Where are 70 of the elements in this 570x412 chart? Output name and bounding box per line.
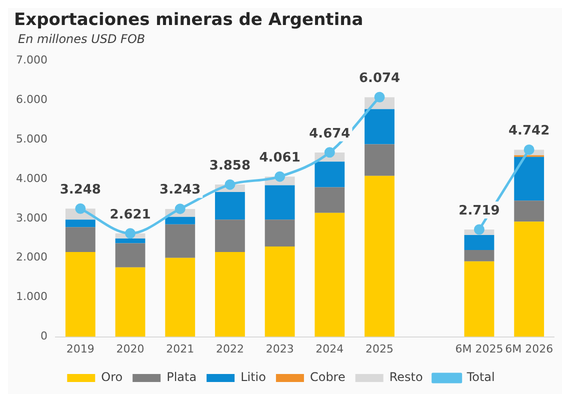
bar bbox=[364, 144, 394, 176]
point bbox=[224, 179, 236, 190]
bar bbox=[264, 220, 295, 246]
data-label: 3.243 bbox=[160, 182, 201, 198]
bar bbox=[264, 185, 295, 220]
bar bbox=[364, 109, 394, 144]
data-label: 4.742 bbox=[508, 124, 550, 139]
bar bbox=[514, 156, 544, 201]
x-tick-label: 2023 bbox=[266, 342, 294, 356]
bar bbox=[364, 176, 394, 337]
y-tick-label: 6.000 bbox=[16, 92, 48, 106]
bar bbox=[165, 258, 196, 337]
x-tick-label: 2021 bbox=[166, 342, 194, 356]
bar bbox=[65, 220, 96, 228]
bar bbox=[115, 238, 146, 244]
data-label: 3.858 bbox=[209, 158, 251, 174]
bar bbox=[215, 192, 245, 220]
data-label: 2.621 bbox=[110, 207, 151, 222]
y-tick-label: 2.000 bbox=[16, 250, 48, 264]
data-label: 6.074 bbox=[358, 71, 400, 86]
bar bbox=[464, 235, 494, 250]
x-tick-label: 2019 bbox=[66, 342, 94, 356]
legend-label: Resto bbox=[389, 370, 423, 384]
y-tick-label: 5.000 bbox=[16, 132, 48, 146]
chart-subtitle: En millones USD FOB bbox=[17, 31, 146, 46]
bar bbox=[464, 250, 494, 262]
point bbox=[75, 203, 86, 214]
x-tick-label: 2022 bbox=[216, 342, 244, 356]
bar bbox=[65, 227, 96, 252]
y-tick-label: 3.000 bbox=[16, 211, 48, 224]
bar bbox=[514, 222, 544, 337]
point bbox=[474, 224, 484, 235]
bar bbox=[314, 187, 345, 213]
point bbox=[274, 171, 286, 182]
legend-label: Litio bbox=[240, 370, 266, 384]
bar bbox=[115, 243, 146, 268]
data-label: 4.061 bbox=[259, 150, 300, 166]
bar bbox=[264, 246, 295, 337]
bar bbox=[464, 261, 494, 337]
y-tick-label: 4.000 bbox=[16, 172, 48, 185]
point bbox=[125, 228, 136, 239]
bar bbox=[514, 200, 544, 222]
x-tick-label: 6M 2026 bbox=[505, 342, 554, 356]
y-tick-label: 7.000 bbox=[16, 53, 48, 66]
bar bbox=[314, 162, 345, 188]
x-tick-label: 2025 bbox=[366, 342, 394, 356]
bar bbox=[165, 216, 196, 224]
data-label: 4.674 bbox=[309, 126, 350, 142]
data-label: 3.248 bbox=[60, 182, 101, 198]
x-tick-label: 2020 bbox=[116, 342, 144, 356]
y-tick-label: 0 bbox=[40, 330, 48, 343]
bar bbox=[314, 212, 345, 337]
bar bbox=[115, 267, 146, 337]
legend-label: Total bbox=[466, 370, 495, 384]
x-tick-label: 2024 bbox=[316, 342, 344, 356]
legend-label: Plata bbox=[166, 370, 197, 384]
bar bbox=[65, 252, 96, 337]
point bbox=[324, 147, 335, 158]
bar bbox=[165, 224, 196, 258]
y-tick-label: 1.000 bbox=[16, 290, 48, 304]
legend-label: Oro bbox=[101, 370, 123, 384]
x-tick-label: 6M 2025 bbox=[455, 342, 504, 356]
point bbox=[374, 92, 385, 102]
data-label: 2.719 bbox=[458, 203, 500, 218]
point bbox=[174, 204, 186, 214]
bar bbox=[215, 252, 245, 337]
bar bbox=[215, 220, 245, 252]
chart-title: Exportaciones mineras de Argentina bbox=[13, 9, 364, 30]
legend-label: Cobre bbox=[310, 370, 346, 384]
point bbox=[524, 144, 534, 155]
